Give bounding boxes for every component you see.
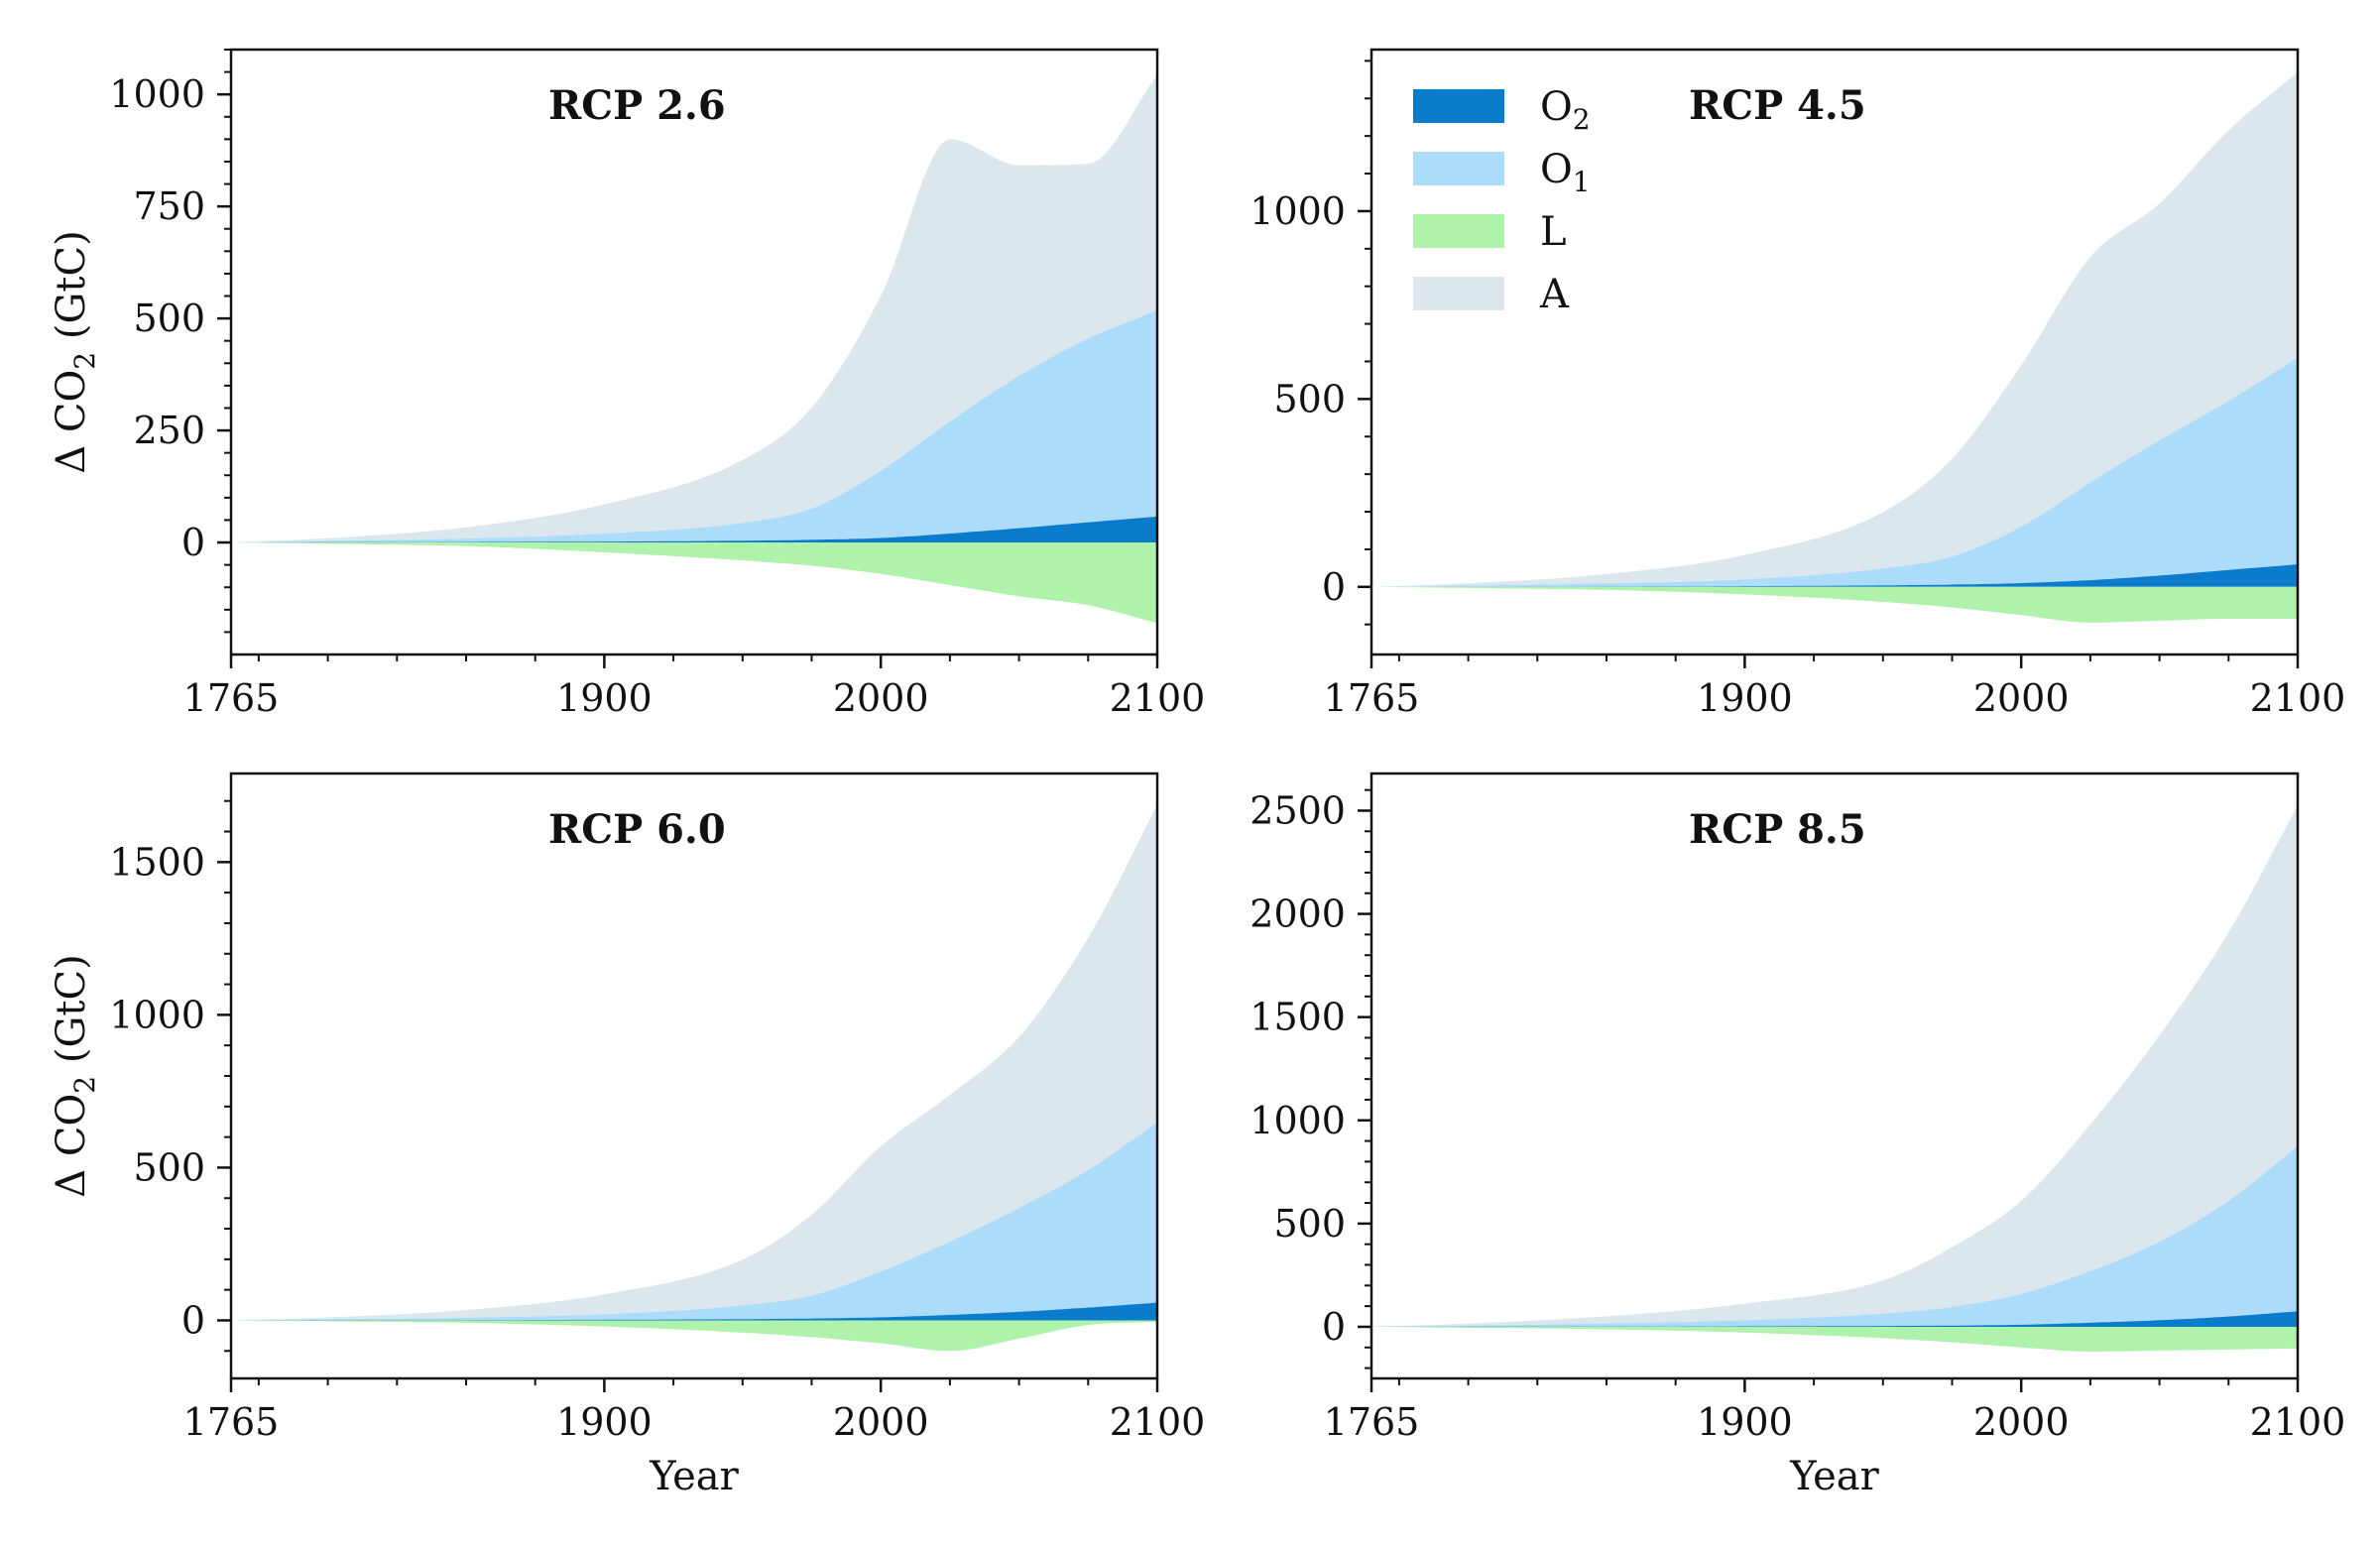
axes-frame bbox=[229, 48, 1159, 656]
axes-frame bbox=[1369, 772, 2300, 1380]
y-tick-label: 1000 bbox=[109, 993, 205, 1036]
y-axis-label: Δ CO2 (GtC) bbox=[49, 230, 101, 473]
x-axis-label: Year bbox=[1789, 1454, 1879, 1499]
x-tick-label: 2100 bbox=[1110, 676, 1206, 720]
area-O2 bbox=[1371, 564, 2298, 587]
x-tick-label: 1765 bbox=[183, 1400, 280, 1444]
area-L bbox=[1371, 586, 2298, 623]
legend-swatch-O2 bbox=[1413, 89, 1504, 123]
y-tick-label: 0 bbox=[181, 521, 205, 564]
panel-3: 0 500 1000 1500 1765 1900 2000 2100 RCP 6.0 Δ CO2… bbox=[49, 772, 1206, 1499]
x-tick-label: 1900 bbox=[1697, 1400, 1793, 1444]
legend-label-O2: O2 bbox=[1540, 84, 1591, 136]
legend-label-O1: O1 bbox=[1540, 147, 1591, 198]
area-O1 bbox=[231, 1122, 1157, 1321]
panel-title: RCP 2.6 bbox=[548, 82, 726, 129]
x-tick-label: 1900 bbox=[1697, 676, 1793, 720]
panel-title: RCP 6.0 bbox=[548, 806, 726, 853]
area-A bbox=[1371, 805, 2298, 1327]
area-A bbox=[231, 804, 1157, 1321]
x-tick-label: 2000 bbox=[833, 1400, 929, 1444]
legend-swatch-A bbox=[1413, 277, 1504, 310]
area-A bbox=[1371, 71, 2298, 587]
x-tick-label: 2100 bbox=[2250, 1400, 2346, 1444]
y-tick-label: 500 bbox=[133, 297, 205, 340]
y-tick-label: 1500 bbox=[1250, 996, 1346, 1039]
y-axis-label: Δ CO2 (GtC) bbox=[49, 954, 101, 1197]
y-tick-label: 1000 bbox=[1250, 1099, 1346, 1142]
legend-label-L: L bbox=[1540, 209, 1567, 255]
x-tick-label: 1765 bbox=[1324, 1400, 1420, 1444]
area-O1 bbox=[1371, 357, 2298, 587]
legend-label-A: A bbox=[1539, 272, 1570, 317]
legend-swatch-O1 bbox=[1413, 152, 1504, 185]
y-tick-label: 500 bbox=[133, 1145, 205, 1189]
panel-1: 0 250 500 750 1000 1765 1900 2000 2100 RCP 2.6 Δ C… bbox=[49, 48, 1206, 720]
y-tick-label: 1000 bbox=[109, 72, 205, 116]
area-O1 bbox=[231, 310, 1157, 542]
x-tick-label: 2100 bbox=[1110, 1400, 1206, 1444]
x-tick-label: 1900 bbox=[556, 1400, 653, 1444]
area-O2 bbox=[231, 516, 1157, 542]
legend: O2 O1 LA bbox=[1413, 84, 1591, 317]
y-tick-label: 750 bbox=[133, 184, 205, 228]
area-O2 bbox=[231, 1302, 1157, 1321]
panel-title: RCP 4.5 bbox=[1689, 82, 1866, 129]
y-tick-label: 250 bbox=[133, 409, 205, 452]
panel-title: RCP 8.5 bbox=[1689, 806, 1866, 853]
legend-swatch-L bbox=[1413, 214, 1504, 248]
x-tick-label: 2100 bbox=[2250, 676, 2346, 720]
area-O1 bbox=[1371, 1145, 2298, 1327]
y-tick-label: 2000 bbox=[1250, 892, 1346, 936]
x-axis-label: Year bbox=[649, 1454, 739, 1499]
y-tick-label: 0 bbox=[1322, 565, 1346, 609]
area-O2 bbox=[1371, 1311, 2298, 1327]
x-tick-label: 1765 bbox=[183, 676, 280, 720]
panel-4: 0 500 1000 1500 2000 2500 1765 1900 2000 2100 RCP … bbox=[1250, 772, 2346, 1499]
x-tick-label: 2000 bbox=[833, 676, 929, 720]
area-L bbox=[1371, 1327, 2298, 1352]
y-tick-label: 0 bbox=[181, 1298, 205, 1342]
y-tick-label: 500 bbox=[1273, 1202, 1346, 1246]
y-tick-label: 2500 bbox=[1250, 788, 1346, 832]
area-A bbox=[231, 74, 1157, 543]
area-L bbox=[231, 542, 1157, 624]
y-tick-label: 500 bbox=[1273, 377, 1346, 420]
y-tick-label: 1000 bbox=[1250, 189, 1346, 233]
y-tick-label: 1500 bbox=[109, 840, 205, 884]
panel-2: 0 500 1000 1765 1900 2000 2100 RCP 4.5 bbox=[1250, 48, 2346, 720]
x-tick-label: 1900 bbox=[556, 676, 653, 720]
x-tick-label: 1765 bbox=[1324, 676, 1420, 720]
area-L bbox=[231, 1320, 1157, 1352]
x-tick-label: 2000 bbox=[1973, 676, 2070, 720]
axes-frame bbox=[1369, 48, 2300, 656]
y-tick-label: 0 bbox=[1322, 1305, 1346, 1349]
x-tick-label: 2000 bbox=[1973, 1400, 2070, 1444]
